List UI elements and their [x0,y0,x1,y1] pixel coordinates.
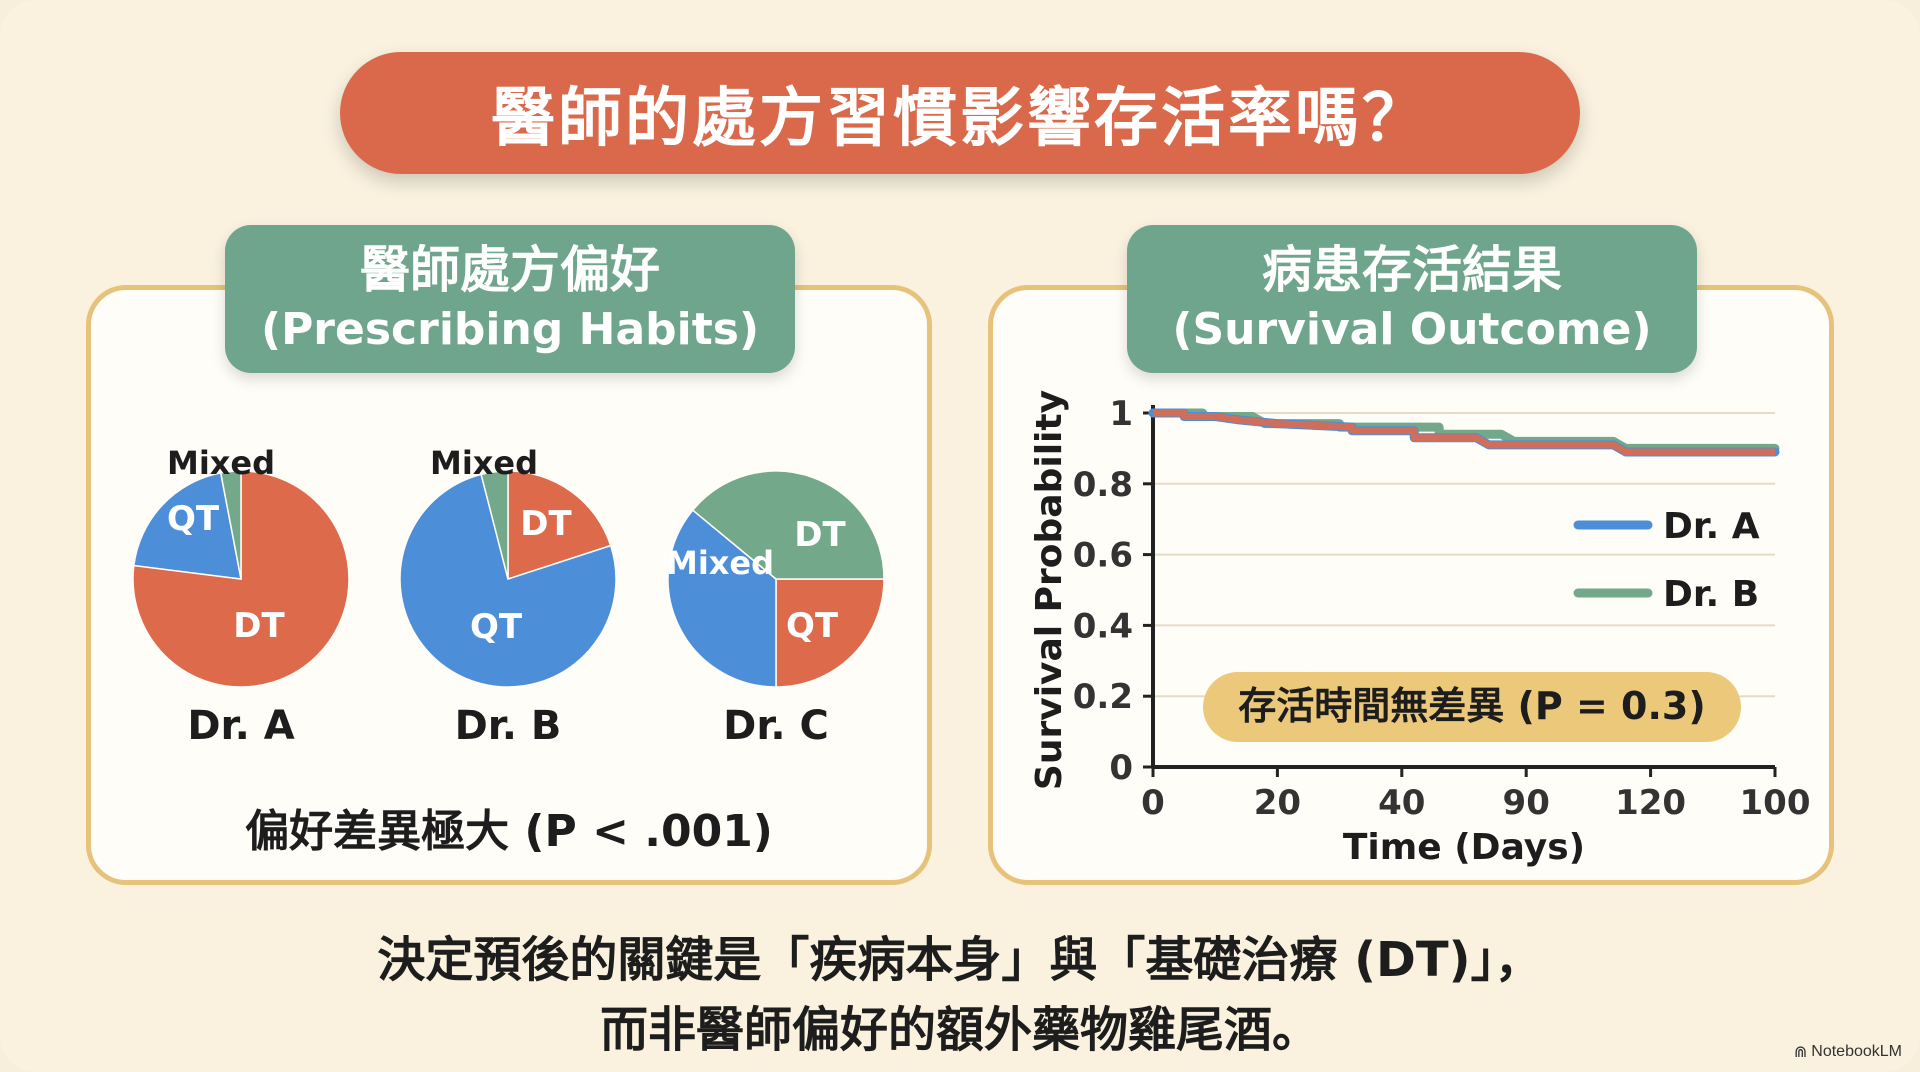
pie-label-mixed-outside: Mixed [429,444,539,482]
x-tick-label: 20 [1254,783,1301,823]
conclusion-line-1: 決定預後的關鍵是「疾病本身」與「基礎治療 (DT)」， [377,932,1543,988]
series-overlay-line [1153,409,1775,456]
pie-slice-drc-qt [667,509,777,688]
prescribing-habits-title-zh: 醫師處方偏好 [360,241,660,299]
slide-title-text: 醫師的處方習慣影響存活率嗎？ [491,82,1429,156]
pie-label-qt: QT [469,607,523,647]
pie-doctor-label: Dr. C [723,703,829,749]
prescribing-habits-tab: 醫師處方偏好 (Prescribing Habits) [225,225,795,373]
y-tick-label: 1 [1109,394,1133,434]
pie-label-dt: DT [794,515,846,555]
conclusion-line-2: 而非醫師偏好的額外藥物雞尾酒。 [599,1002,1320,1058]
x-tick-label: 0 [1141,783,1165,823]
y-tick-label: 0.6 [1073,536,1133,576]
survival-outcome-title-en: (Survival Outcome) [1172,304,1652,355]
survival-pvalue: 存活時間無差異 (P = 0.3) [1238,684,1705,728]
pie-slice-drb-mixed [480,470,509,580]
pie-slice-drb-dt [507,470,612,581]
pie-doctor-label: Dr. A [187,703,295,749]
pie-slice-dra-mixed [219,470,242,580]
slide-title: 醫師的處方習慣影響存活率嗎？ [340,52,1580,174]
legend-label: Dr. B [1663,574,1759,615]
pie-slice-drc-dt [775,578,885,688]
survival-pvalue-badge [1203,672,1741,742]
pie-label-qt: QT [166,499,220,539]
prescribing-habits-title-en: (Prescribing Habits) [260,304,760,355]
pie-label-dt: DT [233,606,285,646]
y-tick-label: 0.4 [1073,606,1133,646]
x-tick-label: 40 [1378,783,1425,823]
x-axis-label: Time (Days) [1343,827,1585,868]
pie-slice-dra-qt [133,472,242,580]
survival-chart: 0 0.2 0.4 0.6 0.8 1 0 20 40 90 120 100 Time (Days) Su… [1029,390,1811,868]
pie-label-dt: DT [520,504,572,544]
pie-slice-drb-qt [399,473,617,688]
pie-doctor-label: Dr. B [454,703,562,749]
y-axis-label: Survival Probability [1029,390,1070,790]
brand-label: NotebookLM [1811,1043,1902,1060]
legend-label: Dr. A [1663,506,1760,547]
survival-outcome-title-zh: 病患存活結果 [1262,241,1562,299]
y-tick-label: 0 [1109,748,1133,788]
x-tick-label: 90 [1503,783,1550,823]
notebooklm-brand: ⋒ NotebookLM [1794,1042,1902,1062]
x-tick-label: 120 [1615,783,1686,823]
pie-label-qt: QT [785,606,839,646]
y-tick-label: 0.2 [1073,677,1133,717]
x-tick-label: 100 [1740,783,1811,823]
notebooklm-logo-icon: ⋒ [1793,1044,1808,1061]
pie-label-mixed-outside: Mixed [166,444,276,482]
pie-label-mixed: Mixed [665,544,775,582]
prescribing-pvalue: 偏好差異極大 (P < .001) [245,806,773,857]
pie-slice-drc-mixed [691,470,885,580]
survival-outcome-tab: 病患存活結果 (Survival Outcome) [1127,225,1697,373]
survival-outcome-panel [988,285,1834,885]
y-tick-label: 0.8 [1073,465,1133,505]
